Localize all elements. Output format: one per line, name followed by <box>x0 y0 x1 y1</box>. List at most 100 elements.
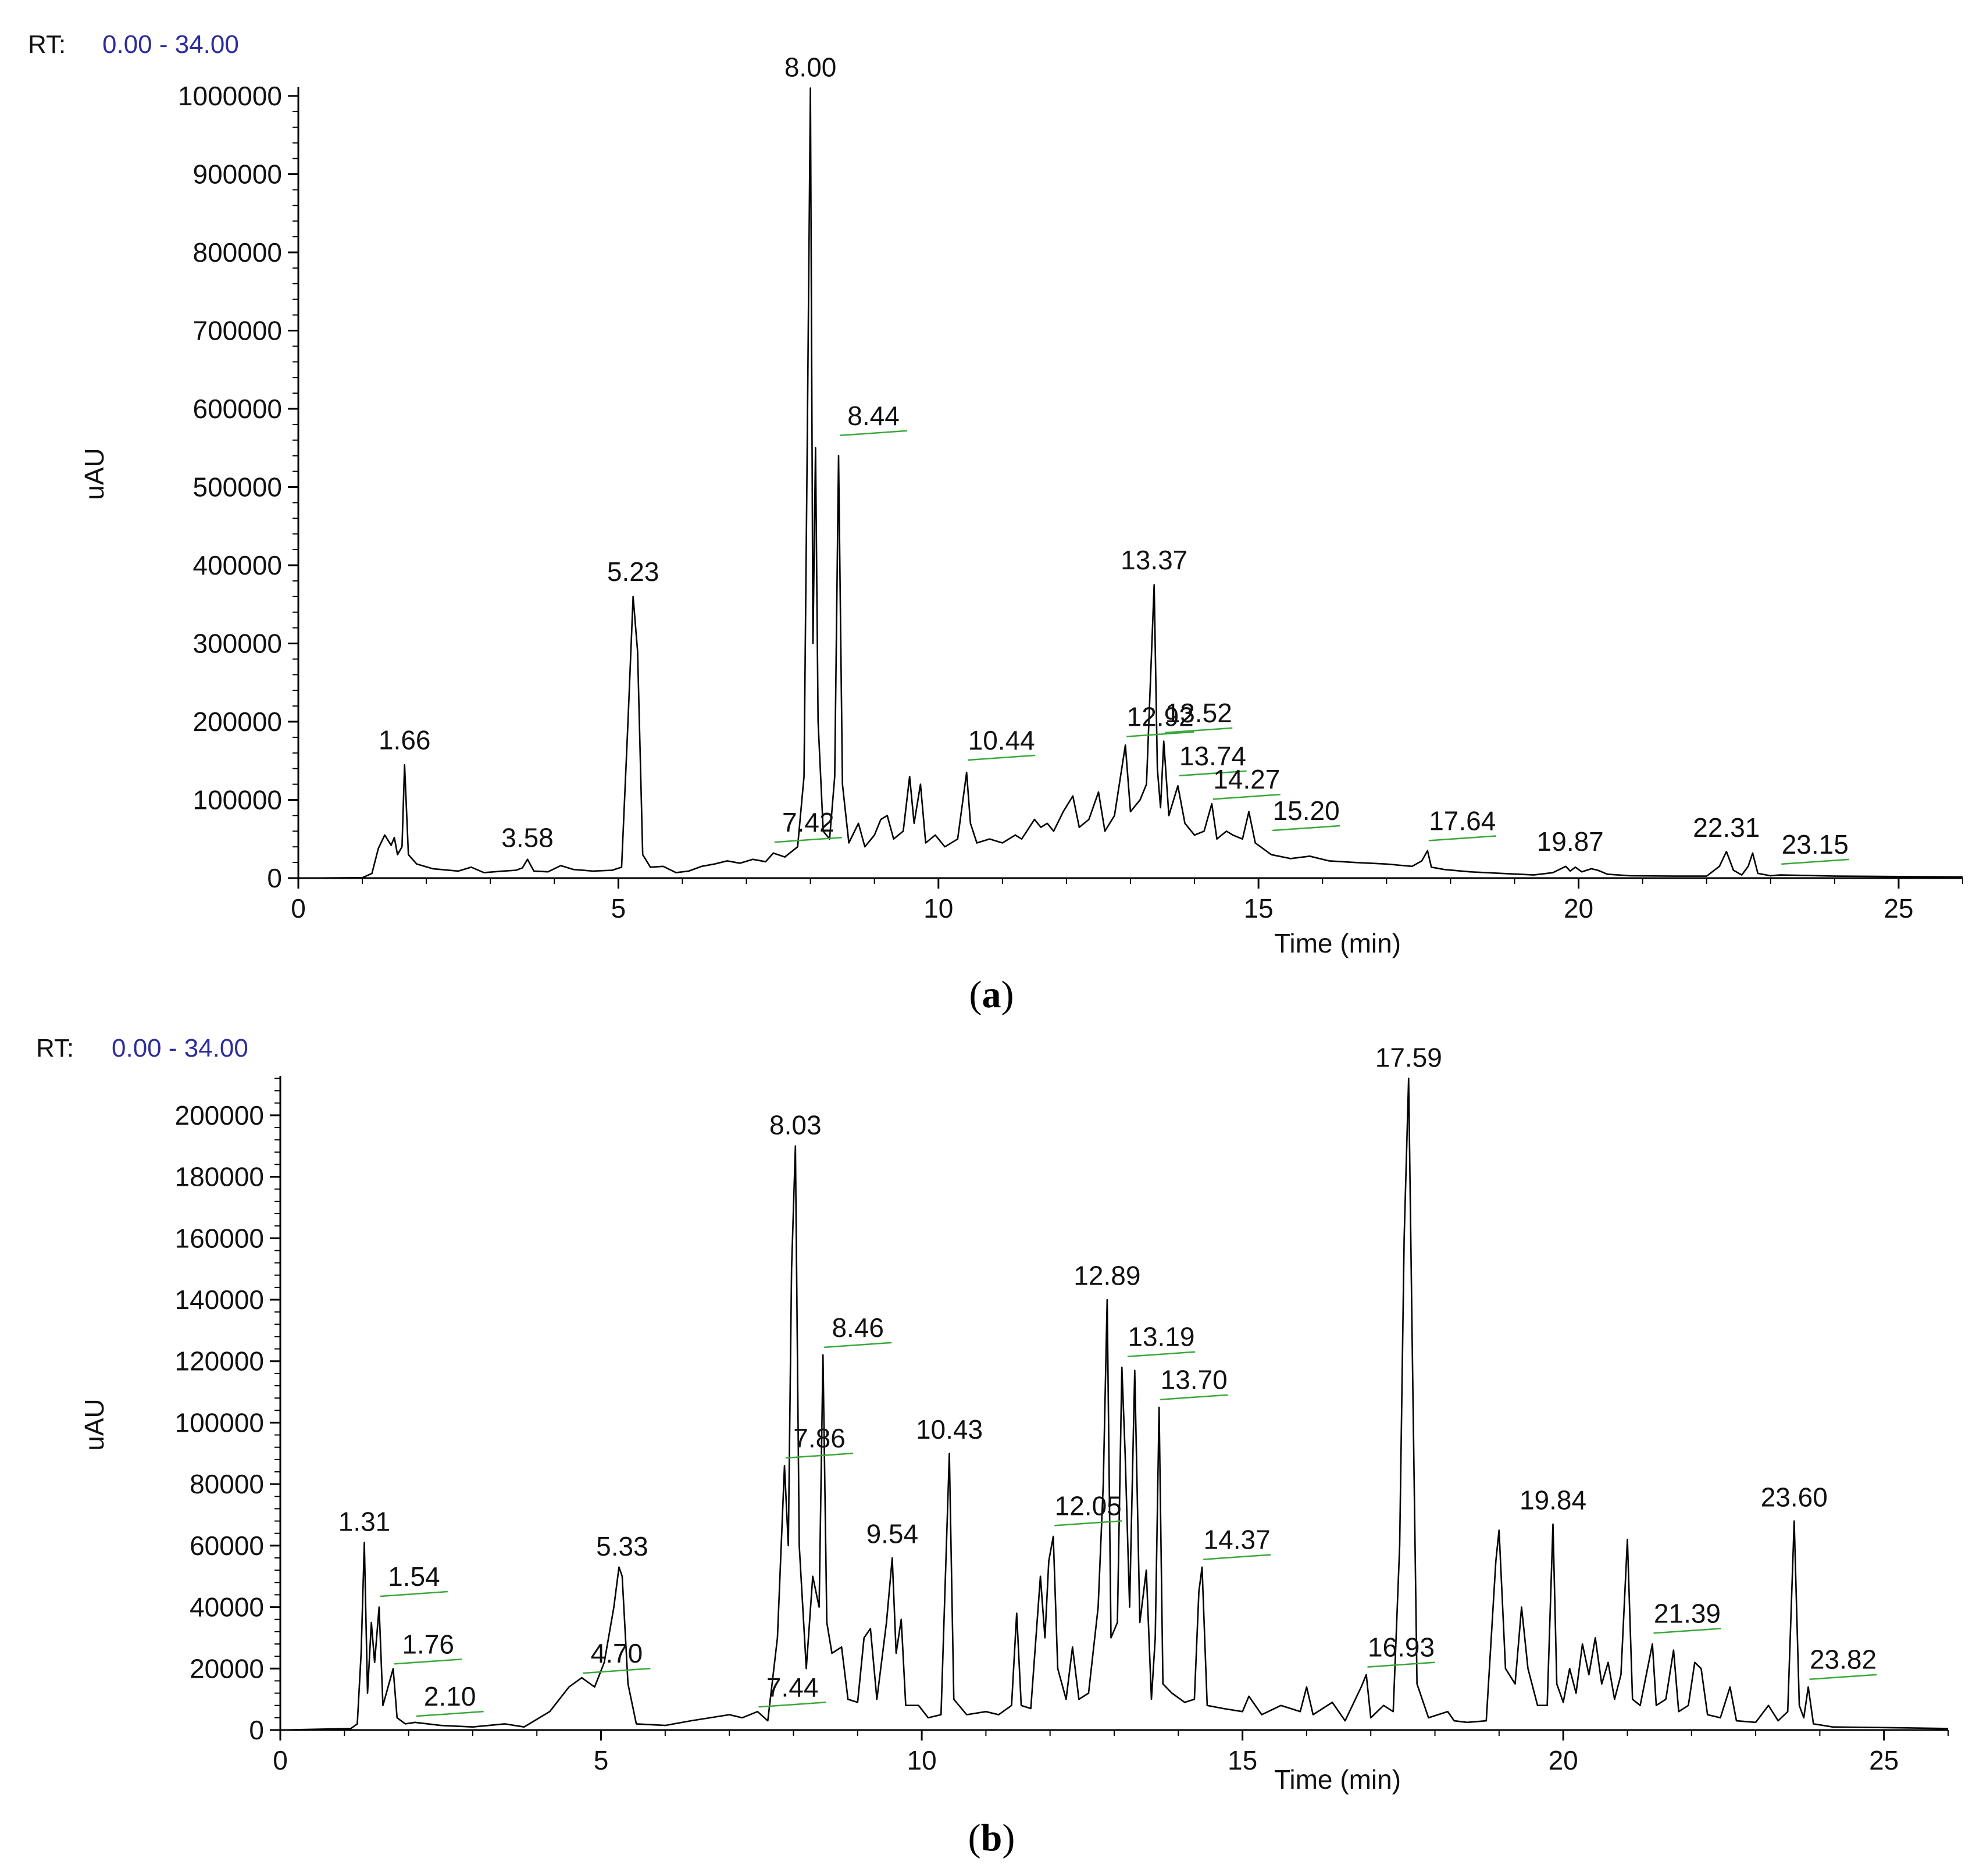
peak-label: 15.20 <box>1273 796 1340 826</box>
y-tick-label: 180000 <box>175 1162 265 1192</box>
y-tick-label: 900000 <box>193 159 283 190</box>
peak-marker <box>839 430 908 437</box>
peak-marker <box>1160 1394 1228 1400</box>
peak-marker <box>1212 793 1281 800</box>
rt-label: RT: <box>28 30 66 59</box>
x-tick-label: 20 <box>1564 893 1593 923</box>
peak-label: 23.82 <box>1810 1645 1877 1675</box>
peak-marker <box>1165 727 1233 734</box>
peak-marker <box>758 1702 826 1708</box>
panel-caption: (b) <box>968 1817 1015 1859</box>
peak-label: 7.86 <box>793 1423 846 1453</box>
peak-label: 16.93 <box>1368 1632 1435 1663</box>
y-tick-label: 300000 <box>193 629 283 659</box>
y-tick-label: 400000 <box>193 550 283 580</box>
peak-label: 12.89 <box>1073 1261 1140 1291</box>
y-tick-label: 20000 <box>190 1653 264 1684</box>
peak-marker <box>1272 825 1340 832</box>
peak-labels: 1.31 1.54 1.76 2.10 4.70 5.33 7.44 7.86 8.03 8.46… <box>338 1042 1877 1717</box>
peak-marker <box>1126 731 1194 737</box>
peak-label: 5.23 <box>607 557 659 587</box>
y-tick-label: 80000 <box>190 1469 264 1499</box>
peak-label: 13.37 <box>1121 545 1187 575</box>
x-tick-label: 10 <box>907 1745 936 1775</box>
peak-label: 13.70 <box>1161 1365 1228 1395</box>
peak-marker <box>1367 1661 1435 1668</box>
peak-label: 1.66 <box>379 725 431 755</box>
y-tick-label: 40000 <box>190 1592 264 1622</box>
y-tick-label: 700000 <box>193 316 283 346</box>
peak-marker <box>774 836 842 843</box>
peak-label: 2.10 <box>424 1681 476 1711</box>
y-axis-ticks: 0 100000 200000 300000 400000 500000 600000 700… <box>178 81 298 893</box>
peak-label: 3.58 <box>501 822 554 853</box>
y-tick-label: 0 <box>267 863 282 893</box>
peak-label: 8.44 <box>847 401 900 431</box>
peak-label: 19.87 <box>1537 826 1604 857</box>
peak-label: 5.33 <box>596 1531 648 1561</box>
peak-marker <box>1809 1674 1877 1680</box>
peak-marker <box>394 1659 462 1665</box>
x-tick-label: 15 <box>1244 893 1274 923</box>
peak-marker <box>1203 1554 1271 1560</box>
x-axis-title: Time (min) <box>1274 1764 1401 1795</box>
peak-labels: 1.66 3.58 5.23 7.42 8.00 8.44 10.44 12.92 13.37 1… <box>379 52 1849 865</box>
x-axis-ticks: 0 5 10 15 20 25 <box>273 1730 1949 1775</box>
peak-marker <box>785 1452 854 1459</box>
x-tick-label: 20 <box>1549 1745 1578 1775</box>
peak-label: 12.05 <box>1055 1490 1122 1521</box>
peak-label: 13.19 <box>1128 1322 1194 1352</box>
peak-label: 1.54 <box>388 1561 440 1592</box>
peak-marker <box>824 1342 892 1349</box>
peak-label: 7.42 <box>782 807 834 837</box>
peak-label: 23.60 <box>1761 1482 1828 1512</box>
peak-label: 8.46 <box>832 1313 884 1343</box>
x-tick-label: 5 <box>594 1745 609 1775</box>
peak-marker <box>1054 1520 1122 1527</box>
peak-label: 17.64 <box>1429 806 1496 836</box>
peak-marker <box>1127 1351 1196 1357</box>
y-tick-label: 60000 <box>190 1531 264 1561</box>
y-tick-label: 140000 <box>175 1285 265 1315</box>
y-tick-label: 800000 <box>193 237 283 268</box>
rt-label: RT: <box>36 1034 74 1062</box>
peak-marker <box>1428 835 1496 841</box>
y-axis-title: uAU <box>79 1399 109 1450</box>
x-tick-label: 0 <box>291 893 306 923</box>
peak-label: 7.44 <box>766 1672 819 1702</box>
rt-range: 0.00 - 34.00 <box>112 1034 248 1062</box>
y-tick-label: 600000 <box>193 394 283 424</box>
peak-marker <box>1781 858 1849 865</box>
y-axis-title: uAU <box>79 448 109 500</box>
x-tick-label: 25 <box>1884 893 1913 923</box>
peak-marker <box>1653 1628 1721 1634</box>
peak-label: 17.59 <box>1375 1042 1442 1072</box>
peak-marker <box>380 1590 448 1597</box>
peak-marker <box>968 754 1036 761</box>
y-tick-label: 0 <box>249 1715 264 1745</box>
peak-label: 13.52 <box>1165 698 1232 728</box>
peak-label: 8.00 <box>784 52 837 83</box>
peak-label: 10.44 <box>968 725 1035 755</box>
x-tick-label: 0 <box>273 1745 288 1775</box>
peak-label: 12.92 <box>1127 702 1194 732</box>
peak-label: 19.84 <box>1520 1485 1586 1515</box>
peak-label: 13.74 <box>1179 741 1246 771</box>
peak-label: 1.76 <box>402 1629 454 1659</box>
peak-label: 10.43 <box>916 1414 983 1445</box>
x-tick-label: 10 <box>923 893 953 923</box>
peak-label: 1.31 <box>338 1507 391 1537</box>
chromatogram-trace-a <box>298 87 1963 879</box>
peak-label: 21.39 <box>1654 1598 1721 1628</box>
chromatogram-panel-a: RT: 0.00 - 34.00 uAU Time (min) 0 100000 2… <box>28 30 1963 1016</box>
peak-label: 9.54 <box>866 1519 919 1549</box>
chromatogram-trace-b <box>280 1078 1949 1731</box>
x-tick-label: 15 <box>1228 1745 1257 1775</box>
peak-marker <box>583 1667 651 1674</box>
chromatogram-panel-b: RT: 0.00 - 34.00 uAU Time (min) 0 20000 40… <box>36 1034 1949 1859</box>
peak-label: 8.03 <box>769 1110 822 1140</box>
peak-marker <box>1179 770 1247 777</box>
y-axis-ticks: 0 20000 40000 60000 80000 100000 120000 140000 1… <box>175 1078 280 1745</box>
panel-caption: (a) <box>969 973 1014 1016</box>
